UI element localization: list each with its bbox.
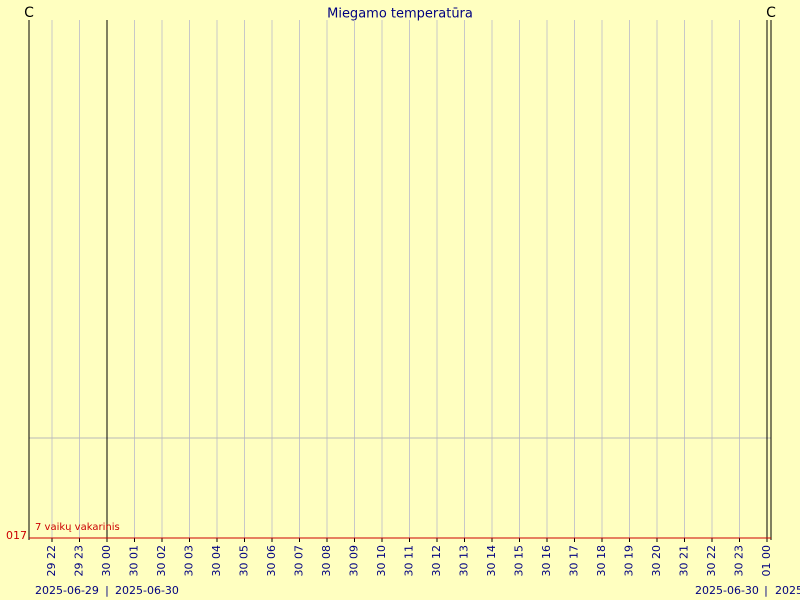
date-separator: | bbox=[105, 584, 109, 597]
x-tick-label: 30 07 bbox=[293, 545, 306, 577]
date-label: 2025 bbox=[775, 584, 800, 597]
x-tick-label: 30 20 bbox=[650, 545, 663, 577]
x-tick-label: 30 10 bbox=[375, 545, 388, 577]
chart-title: Miegamo temperatūra bbox=[327, 7, 473, 22]
x-tick-label: 30 06 bbox=[265, 545, 278, 577]
x-tick-label: 30 13 bbox=[458, 545, 471, 577]
date-label: 2025-06-30 bbox=[115, 584, 179, 597]
x-tick-label: 29 23 bbox=[73, 545, 86, 577]
x-tick-label: 30 17 bbox=[568, 545, 581, 577]
x-tick-label: 30 21 bbox=[678, 545, 691, 577]
grid bbox=[51, 20, 768, 542]
y-tick-label: 017 bbox=[6, 529, 27, 542]
x-tick-label: 30 15 bbox=[513, 545, 526, 577]
x-tick-label: 30 02 bbox=[155, 545, 168, 577]
date-separator: | bbox=[764, 584, 768, 597]
x-tick-label: 30 09 bbox=[348, 545, 361, 577]
x-tick-label: 30 03 bbox=[183, 545, 196, 577]
x-tick-label: 30 14 bbox=[485, 545, 498, 577]
x-tick-label: 30 04 bbox=[210, 545, 223, 577]
x-tick-label: 30 01 bbox=[128, 545, 141, 577]
x-tick-label: 30 16 bbox=[540, 545, 553, 577]
x-tick-label: 30 11 bbox=[403, 545, 416, 577]
x-tick-label: 30 08 bbox=[320, 545, 333, 577]
date-label: 2025-06-30 bbox=[695, 584, 759, 597]
x-tick-label: 30 00 bbox=[100, 545, 113, 577]
x-tick-label: 30 18 bbox=[595, 545, 608, 577]
x-tick-label: 29 22 bbox=[45, 545, 58, 577]
x-tick-label: 30 22 bbox=[705, 545, 718, 577]
series-label: 7 vaikų vakarinis bbox=[35, 522, 120, 533]
x-tick-label: 30 23 bbox=[733, 545, 746, 577]
x-tick-label: 01 00 bbox=[760, 545, 773, 577]
unit-left: C bbox=[24, 5, 34, 21]
x-tick-label: 30 19 bbox=[623, 545, 636, 577]
date-label: 2025-06-29 bbox=[35, 584, 99, 597]
unit-right: C bbox=[766, 5, 776, 21]
x-tick-label: 30 05 bbox=[238, 545, 251, 577]
x-tick-label: 30 12 bbox=[430, 545, 443, 577]
